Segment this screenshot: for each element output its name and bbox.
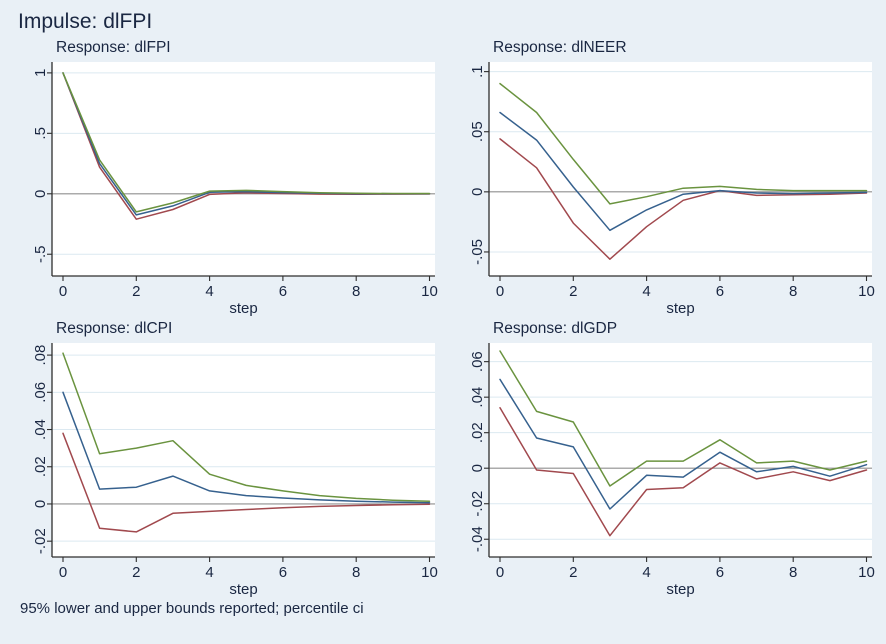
lower-bound-line [62,432,431,533]
y-tick-label: -.04 [469,526,486,552]
upper-bound-line [62,352,431,502]
irf-panel-dlGDP: Response: dlGDP .06 .04 .02 0 -.02 -.04 0 2 4 6 8 10… [469,320,875,598]
x-tick-label: 10 [858,564,875,581]
x-tick-label: 6 [716,283,724,300]
y-tick-label: .06 [32,382,49,403]
x-axis-title: step [229,300,257,317]
plot-area [489,343,872,557]
y-tick-label: 0 [32,190,49,198]
upper-bound-line [499,350,868,487]
x-tick-label: 10 [421,283,438,300]
y-tick-label: 0 [32,500,49,508]
lower-bound-line [499,138,868,260]
y-tick-label: 0 [469,188,486,196]
x-tick-label: 10 [858,283,875,300]
y-tick-label: .05 [469,121,486,142]
x-axis-title: step [229,581,257,598]
y-tick-label: 1 [32,69,49,77]
x-tick-label: 2 [132,283,140,300]
irf-line [499,111,868,232]
panel-subtitle: Response: dlFPI [56,39,171,56]
y-tick-label: -.02 [469,491,486,517]
y-tick-label: 0 [469,464,486,472]
irf-line [499,378,868,510]
y-tick-label: .08 [32,345,49,366]
plot-area [489,62,872,276]
lower-bound-line [499,407,868,537]
x-tick-label: 8 [352,283,360,300]
y-tick-label: .02 [32,456,49,477]
x-tick-label: 0 [59,283,67,300]
y-tick-label: .1 [469,65,486,78]
irf-graph-window: Impulse: dlFPI Response: dlFPI 1 .5 0 -.5 0 2 4… [8,10,878,617]
graph-title: Impulse: dlFPI [18,10,153,33]
x-tick-label: 6 [716,564,724,581]
panel-subtitle: Response: dlCPI [56,320,172,337]
y-tick-label: .5 [32,127,49,140]
x-tick-label: 0 [59,564,67,581]
x-tick-label: 2 [132,564,140,581]
plot-area [52,343,435,557]
y-tick-label: .04 [469,387,486,408]
irf-line [62,391,431,504]
x-tick-label: 2 [569,283,577,300]
x-tick-label: 6 [279,283,287,300]
irf-panel-dlNEER: Response: dlNEER .1 .05 0 -.05 0 2 4 6 8 10 step [469,39,875,317]
panels-grid: Response: dlFPI 1.5 0 -.5 0 2 4 6 8 10 step Respons… [8,36,878,598]
panel-subtitle: Response: dlGDP [493,320,617,337]
panel-subtitle: Response: dlNEER [493,39,627,56]
x-tick-label: 2 [569,564,577,581]
x-tick-label: 4 [642,564,650,581]
upper-bound-line [62,72,431,213]
y-tick-label: .02 [469,422,486,443]
upper-bound-line [499,82,868,205]
x-tick-label: 0 [496,283,504,300]
x-axis-title: step [666,300,694,317]
x-tick-label: 8 [789,283,797,300]
y-tick-label: -.02 [32,528,49,554]
x-tick-label: 4 [642,283,650,300]
x-tick-label: 0 [496,564,504,581]
irf-panel-dlFPI: Response: dlFPI 1 .5 0 -.5 0 2 4 6 8 10 step [32,39,438,317]
y-tick-label: .04 [32,419,49,440]
plot-area [52,62,435,276]
graph-note: 95% lower and upper bounds reported; per… [20,600,364,617]
x-axis-title: step [666,581,694,598]
x-tick-label: 8 [789,564,797,581]
x-tick-label: 8 [352,564,360,581]
x-tick-label: 10 [421,564,438,581]
x-tick-label: 6 [279,564,287,581]
y-tick-label: -.05 [469,239,486,265]
x-tick-label: 4 [205,283,213,300]
y-tick-label: -.5 [32,245,49,263]
x-tick-label: 4 [205,564,213,581]
irf-panel-dlCPI: Response: dlCPI .08 .06 .04 .02 0 -.02 0 2 4 6 8 10 s… [32,320,438,598]
y-tick-label: .06 [469,351,486,372]
